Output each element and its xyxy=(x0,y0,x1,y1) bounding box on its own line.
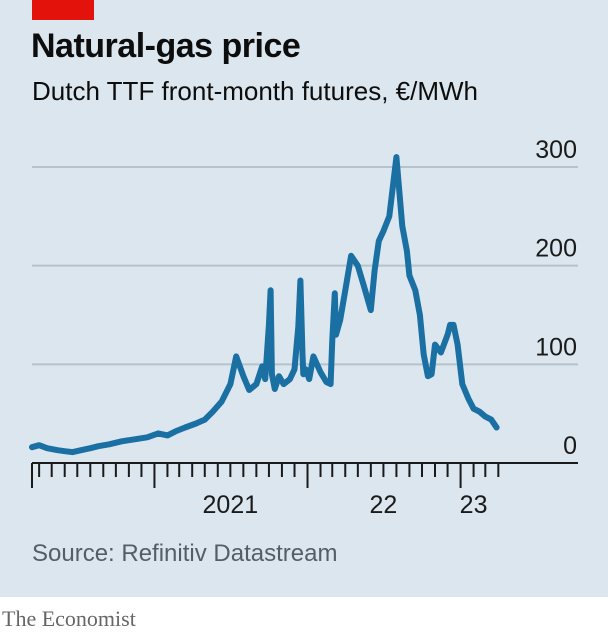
gridlines xyxy=(32,166,578,366)
x-tick-label: 2021 xyxy=(203,491,259,519)
y-tick-label: 100 xyxy=(535,333,577,361)
y-axis-labels: 300 200 100 0 xyxy=(535,136,577,460)
brand-logo: The Economist xyxy=(2,606,136,631)
chart-subtitle: Dutch TTF front-month futures, €/MWh xyxy=(32,76,478,106)
x-tick-label: 23 xyxy=(460,491,488,519)
chart-title: Natural-gas price xyxy=(31,27,301,65)
source-note: Source: Refinitiv Datastream xyxy=(32,540,338,567)
y-tick-label: 0 xyxy=(563,432,577,460)
x-tick-label: 22 xyxy=(370,491,398,519)
y-tick-label: 300 xyxy=(535,136,577,164)
y-tick-label: 200 xyxy=(535,235,577,263)
chart-panel xyxy=(0,0,608,597)
series-group xyxy=(29,154,500,456)
x-axis: 2021 22 23 xyxy=(31,462,578,519)
line-chart: 300 200 100 0 2021 22 23 xyxy=(29,136,578,519)
series-line-0 xyxy=(29,154,500,456)
brand-red-tag xyxy=(32,0,94,20)
